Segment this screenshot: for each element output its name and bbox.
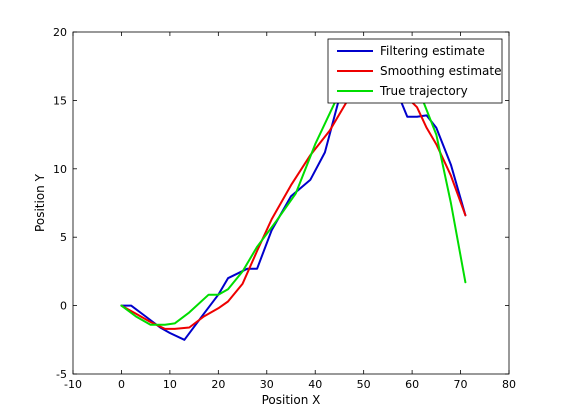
x-tick-label: 80 [502, 378, 516, 391]
x-tick-label: 10 [163, 378, 177, 391]
x-tick-label: -10 [64, 378, 82, 391]
y-tick-label: 10 [53, 163, 67, 176]
legend-label-3: True trajectory [379, 84, 468, 98]
x-tick-label: 60 [405, 378, 419, 391]
ticks-layer: -10 0 10 20 30 40 50 60 70 80 -5 0 5 10 15 20 [53, 26, 516, 391]
legend-label-1: Filtering estimate [380, 44, 485, 58]
x-tick-label: 50 [357, 378, 371, 391]
series-line-1 [120, 59, 467, 341]
y-axis-label: Position Y [33, 173, 47, 232]
x-tick-label: 30 [260, 378, 274, 391]
x-tick-label: 0 [118, 378, 125, 391]
series-line-2 [120, 63, 467, 330]
legend-label-2: Smoothing estimate [380, 64, 501, 78]
y-tick-label: 15 [53, 94, 67, 107]
y-tick-label: -5 [56, 368, 67, 381]
legend: Filtering estimate Smoothing estimate True… [327, 38, 503, 104]
y-tick-label: 5 [60, 231, 67, 244]
y-tick-label: 0 [60, 300, 67, 313]
x-tick-label: 70 [454, 378, 468, 391]
x-axis-label: Position X [262, 393, 321, 407]
y-tick-label: 20 [53, 26, 67, 39]
x-tick-label: 40 [308, 378, 322, 391]
x-tick-label: 20 [211, 378, 225, 391]
